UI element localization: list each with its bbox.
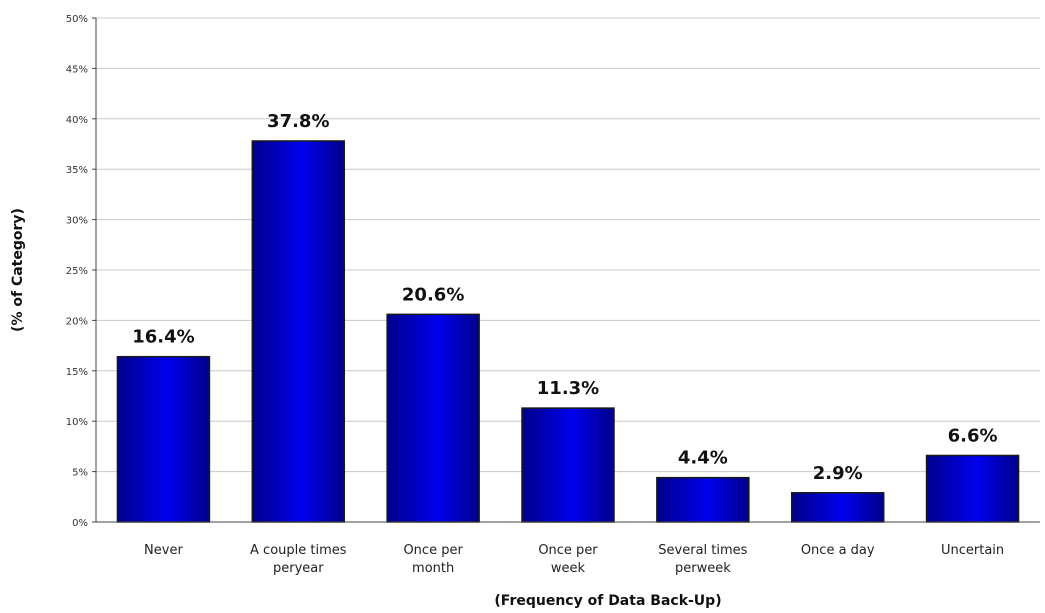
x-tick-label: Several times [658, 543, 747, 558]
y-tick-label: 15% [66, 367, 88, 378]
data-labels: 16.4% 37.8% 20.6% 11.3% 4.4% 2.9% 6.6% [132, 111, 997, 484]
y-tick-label: 45% [66, 64, 88, 75]
data-label: 16.4% [132, 327, 194, 348]
x-tick-label: perweek [675, 561, 731, 576]
x-tick-label: peryear [273, 561, 324, 576]
data-label: 2.9% [813, 463, 863, 484]
bar [251, 140, 346, 523]
y-axis-ticks: 0% 5% 10% 15% 20% 25% 30% 35% 40% 45% 50% [66, 14, 96, 529]
bars [116, 140, 1020, 523]
y-tick-label: 20% [66, 316, 88, 327]
x-tick-label: Once per [403, 543, 463, 558]
data-label: 37.8% [267, 111, 329, 132]
x-tick-label: Once a day [801, 543, 875, 558]
y-tick-label: 50% [66, 14, 88, 25]
data-label: 20.6% [402, 284, 464, 305]
y-tick-label: 10% [66, 417, 88, 428]
bar [656, 476, 750, 523]
x-tick-label: Never [144, 543, 183, 558]
x-axis-categories: Never A couple times peryear Once per month O… [144, 543, 1004, 576]
y-tick-label: 5% [72, 468, 88, 479]
x-tick-label: A couple times [250, 543, 347, 558]
y-axis-title: (% of Category) [10, 208, 26, 332]
y-tick-label: 35% [66, 165, 88, 176]
y-tick-label: 25% [66, 266, 88, 277]
bar [925, 454, 1020, 523]
x-axis-title: (Frequency of Data Back-Up) [494, 593, 721, 609]
x-tick-label: week [551, 561, 586, 576]
y-tick-label: 40% [66, 115, 88, 126]
gridlines [96, 17, 1040, 473]
data-label: 4.4% [678, 448, 728, 469]
bar [386, 313, 480, 523]
y-tick-label: 0% [72, 518, 88, 529]
bar [790, 492, 885, 523]
x-tick-label: Once per [538, 543, 598, 558]
x-tick-label: month [412, 561, 454, 576]
bar [521, 407, 615, 523]
x-tick-label: Uncertain [941, 543, 1004, 558]
data-label: 6.6% [948, 425, 998, 446]
bar [116, 355, 211, 523]
y-tick-label: 30% [66, 216, 88, 227]
data-label: 11.3% [537, 378, 599, 399]
